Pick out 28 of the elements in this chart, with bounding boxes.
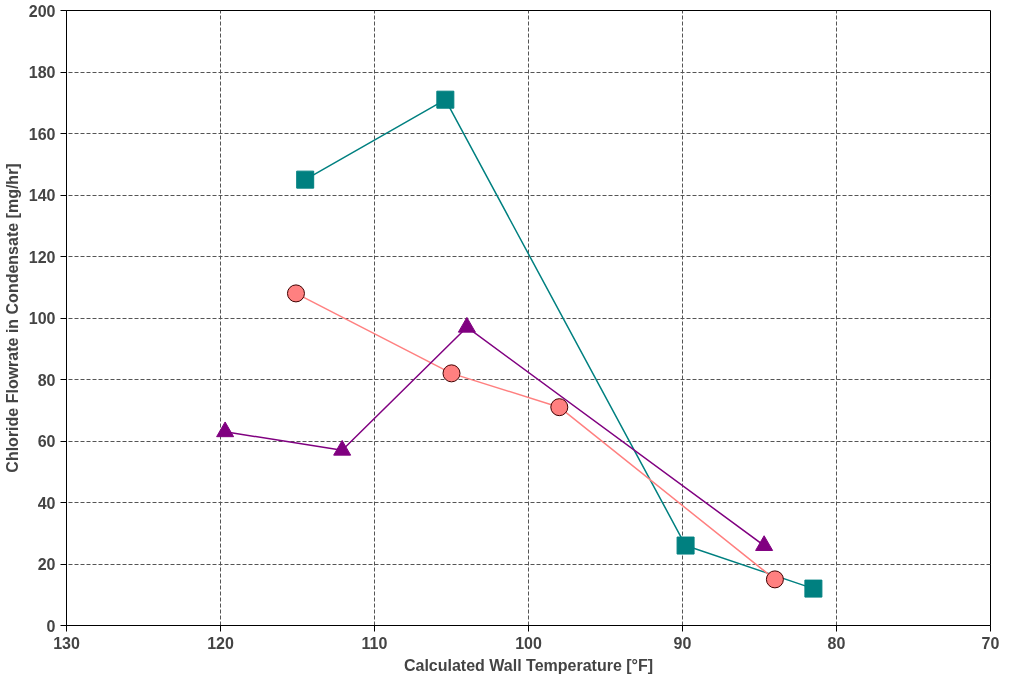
x-tick-label: 120 <box>207 634 234 652</box>
x-tick-label: 110 <box>361 634 388 652</box>
y-tick-label: 180 <box>28 64 56 81</box>
point <box>804 579 823 598</box>
x-tick-label: 130 <box>53 634 80 652</box>
point <box>765 570 784 589</box>
y-axis-title: Chloride Flowrate in Condensate [mg/hr] <box>3 163 21 473</box>
point <box>436 90 455 109</box>
y-tick-label: 200 <box>28 2 56 20</box>
y-tick-label: 100 <box>28 310 56 327</box>
point <box>296 170 315 189</box>
x-tick-label: 70 <box>981 634 1000 652</box>
y-tick-label: 140 <box>28 187 56 204</box>
point <box>286 284 305 303</box>
y-tick-label: 120 <box>28 248 56 266</box>
y-tick-label: 160 <box>28 125 56 143</box>
point <box>442 364 461 383</box>
x-tick-label: 80 <box>827 634 846 652</box>
y-tick-label: 60 <box>37 433 56 450</box>
y-tick-label: 80 <box>37 371 56 389</box>
y-tick-label: 0 <box>46 617 56 635</box>
x-tick-label: 100 <box>515 634 542 652</box>
y-tick-label: 40 <box>37 494 56 512</box>
y-tick-label: 20 <box>37 556 56 573</box>
x-tick-label: 90 <box>673 634 692 652</box>
point <box>676 536 695 555</box>
x-axis-title: Calculated Wall Temperature [°F] <box>403 656 654 674</box>
point <box>550 398 569 417</box>
